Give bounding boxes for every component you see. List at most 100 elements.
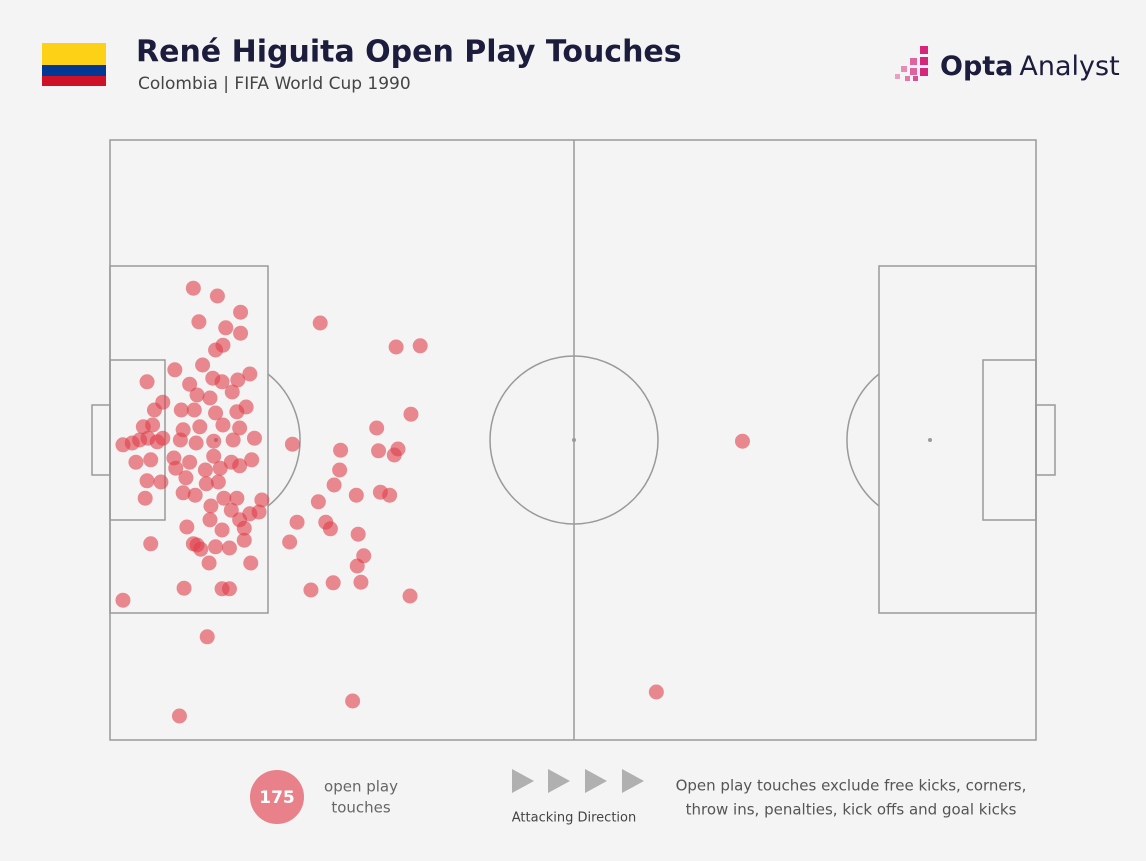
touch-point — [229, 404, 245, 420]
touch-point — [209, 288, 225, 304]
touch-point — [310, 494, 326, 510]
touch-point — [289, 514, 305, 530]
total-label: touches — [331, 799, 391, 817]
touch-point — [146, 402, 162, 418]
note: Open play touches exclude free kicks, co… — [676, 777, 1027, 795]
direction-arrows — [512, 769, 644, 793]
touch-point — [188, 435, 204, 451]
logo-part: Analyst — [1019, 51, 1119, 82]
touch-point — [199, 629, 215, 645]
touch-point — [648, 684, 664, 700]
touch-point — [221, 581, 237, 597]
touch-point — [198, 476, 214, 492]
touch-point — [139, 374, 155, 390]
touch-point — [350, 526, 366, 542]
touch-point — [210, 474, 226, 490]
touch-point — [186, 402, 202, 418]
touch-point — [155, 430, 171, 446]
touch-point — [333, 442, 349, 458]
touch-point — [353, 574, 369, 590]
touch-point — [243, 555, 259, 571]
touch-point — [218, 320, 234, 336]
touch-point — [386, 447, 402, 463]
note: throw ins, penalties, kick offs and goal… — [686, 801, 1017, 819]
touch-point — [322, 521, 338, 537]
logo-text: Opta Analyst — [940, 51, 1120, 82]
touch-point — [216, 490, 232, 506]
total-badge — [250, 770, 304, 824]
touch-point — [251, 504, 267, 520]
touch-point — [206, 433, 222, 449]
touch-point — [195, 357, 211, 373]
touch-point — [171, 708, 187, 724]
touch-point — [189, 537, 205, 553]
touch-point — [282, 534, 298, 550]
touch-point — [208, 342, 224, 358]
touch-point — [202, 512, 218, 528]
touch-point — [179, 519, 195, 535]
touch-point — [284, 436, 300, 452]
total-label: open play — [324, 778, 398, 796]
touch-point — [189, 387, 205, 403]
touch-point — [388, 339, 404, 355]
touch-point — [203, 498, 219, 514]
touch-point — [232, 458, 248, 474]
touch-point — [224, 384, 240, 400]
chart-subtitle: Colombia | FIFA World Cup 1990 — [138, 74, 411, 94]
touch-point — [412, 338, 428, 354]
touch-point — [371, 443, 387, 459]
flag — [42, 43, 106, 86]
touch-point — [232, 512, 248, 528]
touch-point — [348, 487, 364, 503]
touch-point — [197, 462, 213, 478]
touch-point — [173, 402, 189, 418]
touch-point — [145, 417, 161, 433]
touch-point — [137, 490, 153, 506]
touch-point — [143, 536, 159, 552]
touch-point — [312, 315, 328, 331]
touch-point — [172, 432, 188, 448]
touch-point — [345, 693, 361, 709]
touch-point — [185, 280, 201, 296]
touch-point — [232, 420, 248, 436]
touch-point — [229, 490, 245, 506]
chart-title: René Higuita Open Play Touches — [136, 35, 682, 70]
touch-point — [214, 522, 230, 538]
touch-point — [202, 390, 218, 406]
touch-point — [236, 532, 252, 548]
points — [115, 280, 750, 724]
touch-point — [143, 452, 159, 468]
touch-point — [206, 448, 222, 464]
touch-point — [402, 588, 418, 604]
touch-point — [182, 454, 198, 470]
touch-point — [175, 485, 191, 501]
touch-point — [233, 325, 249, 341]
touch-point — [187, 487, 203, 503]
touch-point — [212, 460, 228, 476]
touch-point — [246, 430, 262, 446]
touch-point — [254, 492, 270, 508]
touch-point — [233, 304, 249, 320]
touch-point — [225, 432, 241, 448]
touch-point — [332, 462, 348, 478]
total-value: 175 — [259, 788, 295, 808]
touch-point — [734, 433, 750, 449]
touch-point — [191, 314, 207, 330]
touch-point — [214, 374, 230, 390]
touch-point — [215, 417, 231, 433]
touch-point — [208, 539, 224, 555]
logo-part: Opta — [940, 51, 1013, 82]
touch-point — [208, 405, 224, 421]
touch-point — [221, 540, 237, 556]
touch-point — [230, 372, 246, 388]
touch-point — [168, 460, 184, 476]
touch-point — [303, 582, 319, 598]
touch-point — [369, 420, 385, 436]
touch-point — [167, 362, 183, 378]
touch-point — [176, 580, 192, 596]
touch-point — [242, 366, 258, 382]
direction-label: Attacking Direction — [512, 811, 636, 826]
touch-point — [382, 487, 398, 503]
